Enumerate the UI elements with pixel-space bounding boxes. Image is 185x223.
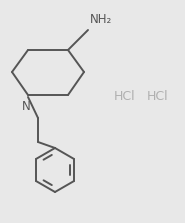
Text: HCl: HCl: [114, 91, 136, 103]
Text: HCl: HCl: [147, 91, 169, 103]
Text: NH₂: NH₂: [90, 13, 112, 26]
Text: N: N: [22, 101, 30, 114]
